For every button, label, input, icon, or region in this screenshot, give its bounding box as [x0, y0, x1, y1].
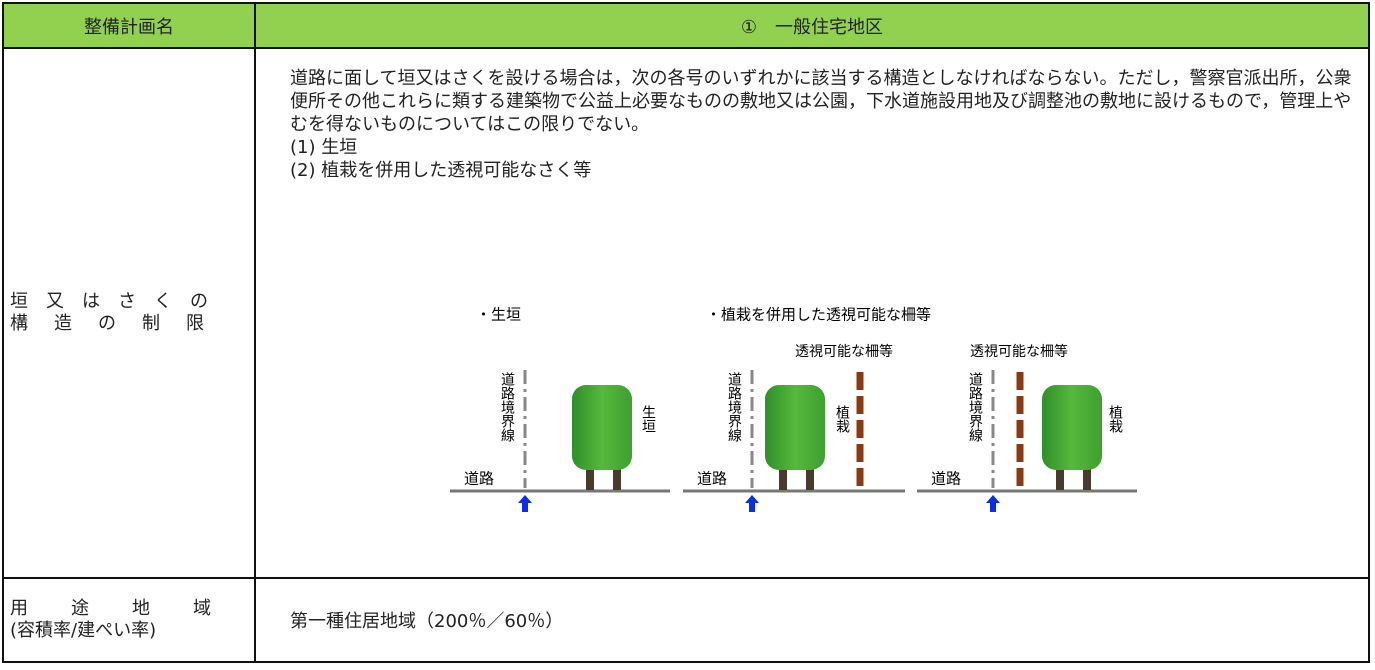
trunk — [1083, 462, 1091, 490]
text: 第一種住居地域（200％／60％） — [290, 611, 564, 632]
fence-label: 透視可能な柵等 — [795, 343, 893, 360]
arrow — [518, 495, 532, 512]
row-label: 用途地域 (容積率/建ぺい率) — [2, 577, 256, 663]
hedge — [765, 385, 825, 470]
label-line: 構造の制限 — [10, 313, 230, 334]
list-item: (2) 植栽を併用した透視可能なさく等 — [290, 160, 592, 181]
trunk — [806, 462, 814, 490]
header-title: ① 一般住宅地区 — [254, 2, 1370, 49]
fence-label: 透視可能な柵等 — [970, 343, 1068, 360]
plant-label: 植栽 — [1107, 405, 1123, 433]
arrow — [745, 495, 759, 512]
road-label: 道路 — [697, 470, 727, 488]
boundary-label: 道路境界線 — [499, 372, 515, 442]
trunk — [779, 462, 787, 490]
row-content: 第一種住居地域（200％／60％） — [254, 577, 1370, 663]
row: 用途地域 (容積率/建ぺい率) 第一種住居地域（200％／60％） — [2, 577, 1370, 663]
header-label: 整備計画名 — [2, 2, 256, 49]
list-item: (1) 生垣 — [290, 137, 358, 158]
trunk — [1056, 462, 1064, 490]
boundary-label: 道路境界線 — [726, 372, 742, 442]
caption: ・生垣 — [476, 306, 521, 324]
caption: ・植栽を併用した透視可能な柵等 — [706, 306, 931, 324]
row-label: 垣又はさくの 構造の制限 — [2, 47, 256, 579]
trunk — [613, 462, 621, 490]
arrow — [986, 495, 1000, 512]
plant-label: 植栽 — [834, 405, 850, 433]
road-label: 道路 — [464, 470, 494, 488]
boundary-label: 道路境界線 — [967, 372, 983, 442]
plant-label: 生垣 — [640, 405, 656, 433]
paragraph: 道路に面して垣又はさくを設ける場合は，次の各号のいずれかに該当する構造としなけれ… — [290, 68, 1352, 135]
hedge — [1042, 385, 1102, 470]
road-label: 道路 — [931, 470, 961, 488]
hedge — [572, 385, 632, 470]
label-line: 垣又はさくの — [10, 291, 226, 312]
label-line: 用途地域 — [10, 598, 254, 619]
trunk — [586, 462, 594, 490]
header-row: 整備計画名 ① 一般住宅地区 — [2, 2, 1370, 49]
label-line: (容積率/建ぺい率) — [10, 620, 157, 641]
